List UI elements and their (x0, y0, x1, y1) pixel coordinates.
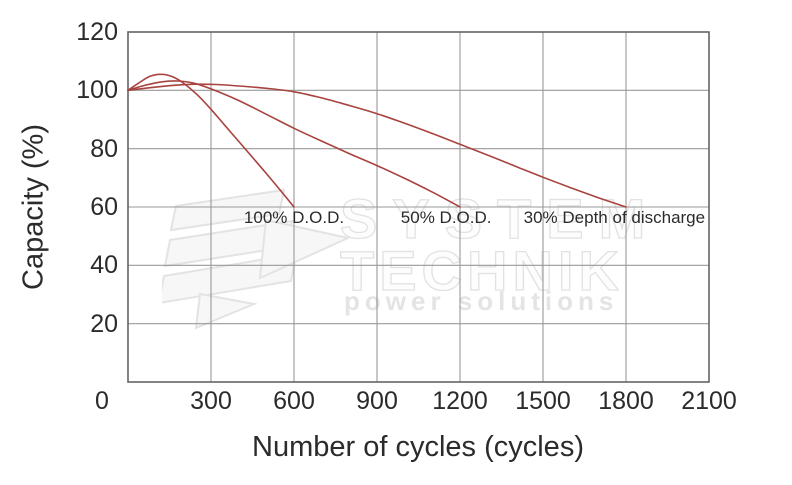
capacity-curve (127, 80, 461, 208)
watermark-line2: TECHNIK (339, 238, 624, 302)
watermark-tagline: power solutions (344, 286, 619, 316)
system-technik-logo-icon (162, 188, 352, 330)
capacity-curve (127, 73, 295, 208)
capacity-curve (127, 83, 627, 208)
plot-border (127, 31, 710, 383)
